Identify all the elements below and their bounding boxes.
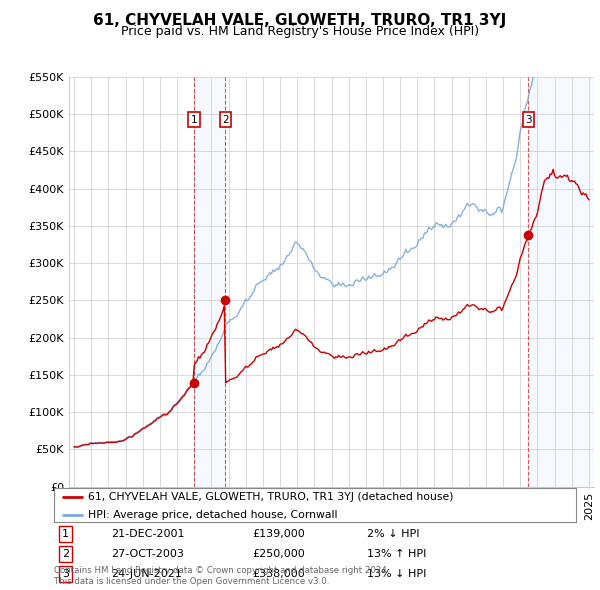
Text: Contains HM Land Registry data © Crown copyright and database right 2024.: Contains HM Land Registry data © Crown c… xyxy=(54,566,389,575)
Text: 1: 1 xyxy=(190,115,197,124)
Text: HPI: Average price, detached house, Cornwall: HPI: Average price, detached house, Corn… xyxy=(88,510,337,520)
Text: 2% ↓ HPI: 2% ↓ HPI xyxy=(367,529,420,539)
Text: 27-OCT-2003: 27-OCT-2003 xyxy=(112,549,184,559)
Text: 21-DEC-2001: 21-DEC-2001 xyxy=(112,529,185,539)
Text: 3: 3 xyxy=(62,569,69,579)
Bar xyxy=(194,77,226,487)
Text: This data is licensed under the Open Government Licence v3.0.: This data is licensed under the Open Gov… xyxy=(54,577,329,586)
Text: 61, CHYVELAH VALE, GLOWETH, TRURO, TR1 3YJ: 61, CHYVELAH VALE, GLOWETH, TRURO, TR1 3… xyxy=(94,13,506,28)
Text: 13% ↑ HPI: 13% ↑ HPI xyxy=(367,549,427,559)
Text: £250,000: £250,000 xyxy=(253,549,305,559)
Text: 24-JUN-2021: 24-JUN-2021 xyxy=(112,569,182,579)
Text: 3: 3 xyxy=(525,115,532,124)
Text: £139,000: £139,000 xyxy=(253,529,305,539)
Text: 1: 1 xyxy=(62,529,69,539)
Text: Price paid vs. HM Land Registry's House Price Index (HPI): Price paid vs. HM Land Registry's House … xyxy=(121,25,479,38)
Text: 61, CHYVELAH VALE, GLOWETH, TRURO, TR1 3YJ (detached house): 61, CHYVELAH VALE, GLOWETH, TRURO, TR1 3… xyxy=(88,492,454,502)
Text: £338,000: £338,000 xyxy=(253,569,305,579)
Bar xyxy=(529,77,592,487)
Text: 2: 2 xyxy=(62,549,69,559)
Text: 13% ↓ HPI: 13% ↓ HPI xyxy=(367,569,427,579)
Text: 2: 2 xyxy=(222,115,229,124)
